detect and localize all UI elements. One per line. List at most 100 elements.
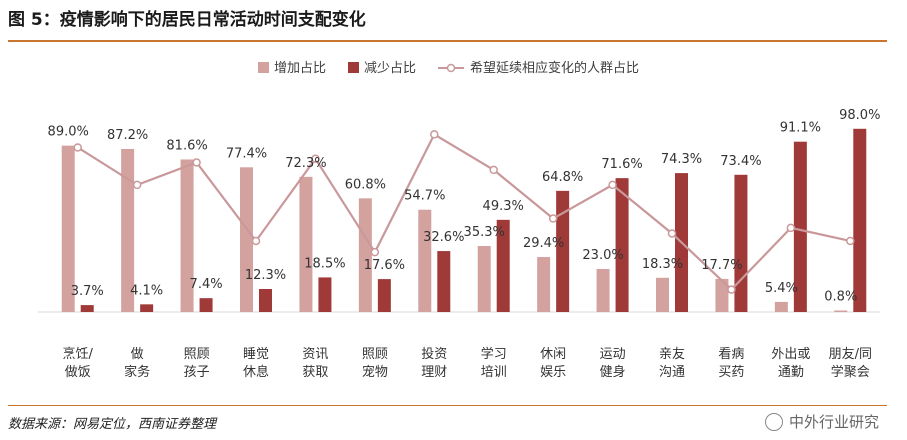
label-decrease-3: 12.3% xyxy=(245,268,286,283)
bar-decrease-12 xyxy=(793,141,807,312)
label-decrease-6: 32.6% xyxy=(423,230,464,245)
label-decrease-12: 91.1% xyxy=(780,121,821,136)
label-decrease-7: 49.3% xyxy=(483,199,524,214)
category-label-1: 做家务 xyxy=(124,347,150,380)
value-labels-group: 89.0% 3.7% 87.2% 4.1% 81.6% 7.4% 77.4% 12.3% 72.… xyxy=(48,108,881,305)
bar-increase-2 xyxy=(180,159,194,312)
category-label-13: 朋友/同学聚会 xyxy=(829,346,872,380)
hope-point-11 xyxy=(727,285,736,294)
bar-increase-0 xyxy=(61,145,75,312)
label-decrease-0: 3.7% xyxy=(71,284,104,299)
bar-decrease-9 xyxy=(615,178,629,312)
category-label-10: 亲友沟通 xyxy=(659,346,685,380)
bars-group xyxy=(38,128,880,313)
figure-title: 图 5：疫情影响下的居民日常活动时间支配变化 xyxy=(8,10,366,30)
label-increase-3: 77.4% xyxy=(226,146,267,161)
category-label-3: 睡觉休息 xyxy=(243,347,269,380)
label-increase-0: 89.0% xyxy=(48,125,89,140)
hope-point-0 xyxy=(73,143,82,152)
label-increase-7: 35.3% xyxy=(464,225,505,240)
bar-decrease-6 xyxy=(437,251,451,312)
bar-decrease-3 xyxy=(259,289,272,312)
bar-increase-9 xyxy=(596,269,610,312)
legend-label-hope: 希望延续相应变化的人群占比 xyxy=(470,60,639,76)
watermark-text: 中外行业研究 xyxy=(788,413,879,431)
title-rule xyxy=(8,40,887,42)
source-note: 数据来源：网易定位，西南证券整理 xyxy=(8,417,217,432)
bar-decrease-2 xyxy=(199,298,213,312)
bar-decrease-0 xyxy=(80,305,94,312)
label-increase-13: 0.8% xyxy=(824,290,857,305)
wechat-icon xyxy=(764,412,783,431)
category-labels-group: 烹饪/做饭 做家务 照顾孩子 睡觉休息 资讯获取 照顾宠物 投资理财 学习培训 休闲娱乐 运动健身… xyxy=(63,346,872,380)
bar-increase-3 xyxy=(240,167,253,312)
bar-increase-13 xyxy=(834,310,848,312)
bar-decrease-7 xyxy=(496,219,510,312)
bar-increase-8 xyxy=(537,257,551,312)
legend-swatch-decrease xyxy=(348,62,359,73)
category-label-2: 照顾孩子 xyxy=(184,347,210,380)
hope-point-13 xyxy=(846,236,855,246)
label-decrease-11: 73.4% xyxy=(720,154,761,169)
label-increase-9: 23.0% xyxy=(582,248,623,263)
label-decrease-4: 18.5% xyxy=(304,256,345,271)
chart-legend: 增加占比 减少占比 希望延续相应变化的人群占比 xyxy=(258,60,639,76)
bar-decrease-1 xyxy=(140,304,154,312)
label-decrease-1: 4.1% xyxy=(130,283,163,298)
bar-increase-12 xyxy=(774,301,788,312)
label-increase-8: 29.4% xyxy=(523,236,564,251)
label-decrease-10: 74.3% xyxy=(661,152,702,167)
label-increase-11: 17.7% xyxy=(701,258,742,273)
hope-point-9 xyxy=(608,180,617,190)
legend-label-decrease: 减少占比 xyxy=(364,61,416,76)
bar-increase-6 xyxy=(418,209,432,312)
label-decrease-13: 98.0% xyxy=(839,108,880,123)
hope-point-2 xyxy=(192,158,201,167)
bar-decrease-13 xyxy=(853,128,867,312)
label-increase-12: 5.4% xyxy=(765,281,798,296)
label-decrease-8: 64.8% xyxy=(542,170,583,185)
hope-point-8 xyxy=(548,214,558,223)
label-increase-1: 87.2% xyxy=(107,128,148,143)
hope-point-10 xyxy=(667,229,677,238)
bar-decrease-4 xyxy=(318,277,332,312)
label-decrease-5: 17.6% xyxy=(364,258,405,273)
bar-decrease-8 xyxy=(556,190,570,312)
bar-decrease-11 xyxy=(734,174,748,312)
category-label-8: 休闲娱乐 xyxy=(540,347,566,380)
category-label-4: 资讯获取 xyxy=(302,347,328,380)
category-label-9: 运动健身 xyxy=(600,347,626,380)
label-increase-5: 60.8% xyxy=(345,177,386,192)
hope-point-5 xyxy=(370,247,380,257)
hope-point-12 xyxy=(786,223,796,233)
bar-increase-10 xyxy=(656,277,669,312)
category-label-0: 烹饪/做饭 xyxy=(63,347,94,380)
category-label-6: 投资理财 xyxy=(421,346,447,380)
label-decrease-2: 7.4% xyxy=(190,277,223,292)
hope-point-7 xyxy=(489,165,498,175)
hope-line xyxy=(77,132,851,292)
bar-increase-4 xyxy=(299,176,313,312)
hope-point-4 xyxy=(311,154,320,163)
bar-increase-5 xyxy=(358,198,372,312)
bar-increase-7 xyxy=(477,246,491,312)
category-label-5: 照顾宠物 xyxy=(362,347,388,380)
label-increase-6: 54.7% xyxy=(404,189,445,204)
legend-line-marker xyxy=(446,63,456,73)
bar-increase-11 xyxy=(715,278,729,312)
category-label-11: 看病买药 xyxy=(718,346,744,380)
hope-point-1 xyxy=(132,180,142,190)
category-label-7: 学习培训 xyxy=(481,346,507,380)
footer-rule xyxy=(8,405,887,406)
watermark: 中外行业研究 xyxy=(764,411,879,432)
bar-increase-1 xyxy=(121,148,135,312)
hope-point-6 xyxy=(430,130,439,139)
label-increase-10: 18.3% xyxy=(642,257,683,272)
legend-label-increase: 增加占比 xyxy=(274,61,326,76)
label-increase-2: 81.6% xyxy=(166,138,207,153)
hope-point-3 xyxy=(251,236,261,246)
line-series-group xyxy=(73,130,855,294)
bar-decrease-5 xyxy=(377,279,391,312)
category-label-12: 外出或通勤 xyxy=(771,347,810,380)
label-increase-4: 72.3% xyxy=(285,156,326,171)
